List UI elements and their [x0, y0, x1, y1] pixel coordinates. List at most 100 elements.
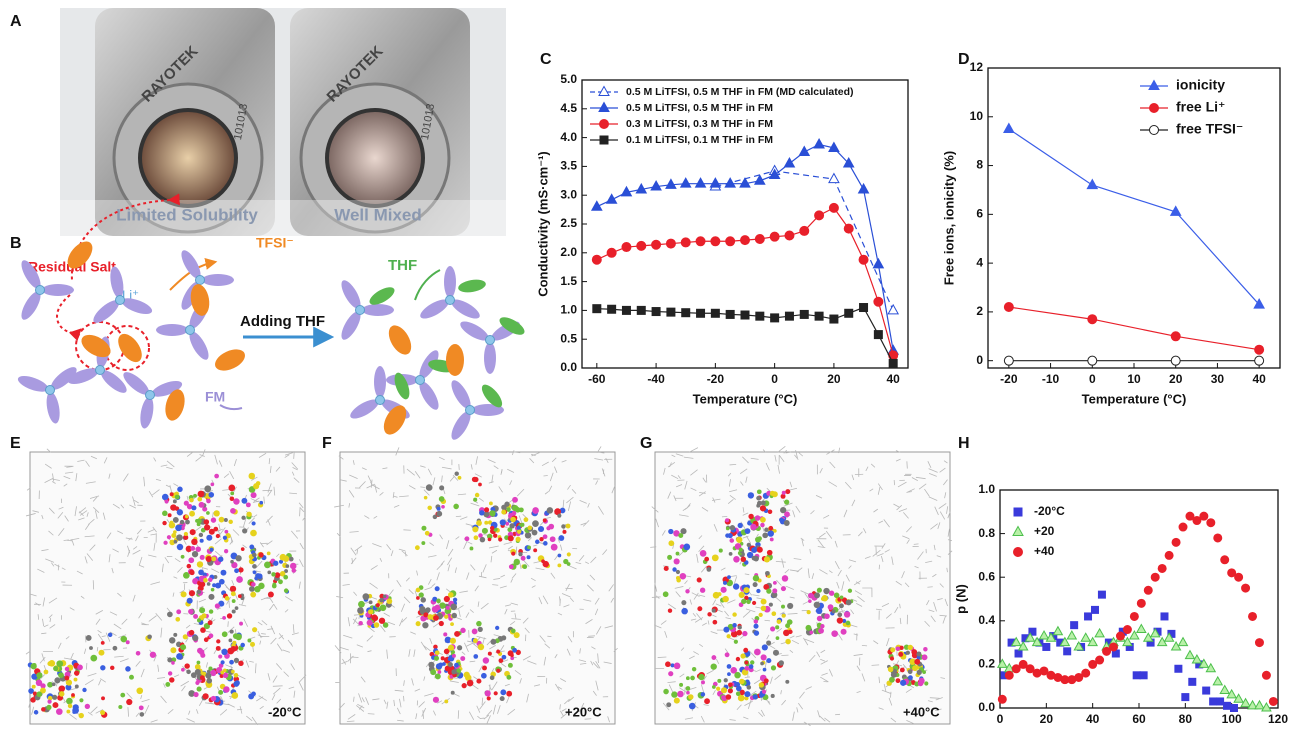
solvent [729, 463, 737, 466]
solvent [233, 458, 237, 467]
solvent [483, 714, 490, 720]
marker [1254, 699, 1265, 710]
atom [673, 697, 680, 704]
solvent [498, 486, 503, 493]
atom [508, 564, 514, 570]
atom [241, 515, 246, 520]
atom [724, 652, 730, 658]
atom [427, 505, 432, 511]
solvent [86, 553, 94, 561]
marker [1014, 649, 1023, 658]
atom [704, 698, 710, 705]
marker [1253, 298, 1265, 309]
legend-label: -20°C [1034, 504, 1065, 518]
solvent [211, 568, 220, 574]
solvent [399, 495, 409, 498]
atom [479, 536, 486, 543]
marker [888, 358, 898, 368]
atom [40, 687, 46, 694]
solvent [789, 649, 794, 653]
x-tick-label: -60 [588, 372, 606, 386]
atom [193, 493, 197, 498]
atom [781, 490, 786, 495]
marker [665, 178, 677, 189]
atom [222, 615, 226, 620]
solvent [61, 567, 66, 571]
solvent [491, 549, 498, 554]
atom [477, 643, 485, 651]
atom [216, 639, 221, 644]
solvent [595, 660, 601, 669]
atom [373, 622, 380, 628]
atom [186, 669, 191, 675]
solvent [253, 497, 260, 502]
solvent [561, 593, 571, 598]
marker [799, 309, 809, 319]
atom [179, 519, 185, 525]
solvent [84, 535, 95, 538]
solvent [358, 614, 361, 619]
solvent [851, 598, 858, 602]
atom [176, 509, 184, 516]
solvent [347, 714, 356, 720]
solvent [880, 555, 884, 563]
solvent [713, 524, 718, 532]
solvent [437, 700, 443, 704]
atom [438, 496, 445, 502]
solvent [88, 518, 95, 525]
solvent [884, 549, 890, 553]
atom [472, 526, 479, 533]
atom [732, 583, 740, 590]
solvent [423, 676, 426, 681]
atom [566, 562, 571, 566]
ion-shape [341, 280, 361, 309]
solvent [758, 711, 764, 717]
solvent [259, 705, 264, 710]
solvent [219, 709, 228, 716]
atom [905, 650, 911, 655]
marker [1149, 627, 1161, 638]
atom [675, 569, 681, 575]
solvent [201, 449, 206, 457]
solvent [703, 704, 709, 706]
solvent [748, 650, 757, 659]
atom [228, 638, 233, 643]
atom [183, 534, 189, 541]
solvent [597, 653, 599, 664]
solvent [468, 711, 475, 721]
atom [518, 507, 524, 513]
marker [651, 239, 662, 250]
atom [176, 653, 183, 660]
marker [1192, 516, 1202, 526]
legend-label: ionicity [1176, 77, 1225, 93]
atom [285, 564, 290, 568]
solvent [229, 541, 233, 545]
solvent [943, 460, 948, 464]
solvent [284, 454, 290, 458]
atom [211, 556, 217, 562]
solvent [478, 575, 487, 579]
atom [229, 496, 235, 502]
atom [101, 696, 105, 701]
atom [752, 694, 758, 700]
atom [887, 666, 894, 673]
solvent [563, 604, 570, 608]
solvent [372, 543, 382, 548]
atom [747, 492, 755, 499]
solvent [750, 690, 757, 696]
atom [524, 532, 532, 539]
atom [427, 614, 434, 620]
solvent [660, 620, 667, 625]
marker [1017, 640, 1029, 651]
atom [758, 682, 765, 688]
solvent [32, 510, 40, 513]
solvent [811, 573, 815, 580]
atom [828, 590, 835, 596]
atom [704, 556, 710, 562]
solvent [92, 496, 98, 502]
legend-label: free Li⁺ [1176, 99, 1225, 115]
solvent [268, 596, 274, 603]
solvent [446, 540, 450, 550]
solvent [885, 613, 892, 619]
atom [698, 673, 705, 681]
